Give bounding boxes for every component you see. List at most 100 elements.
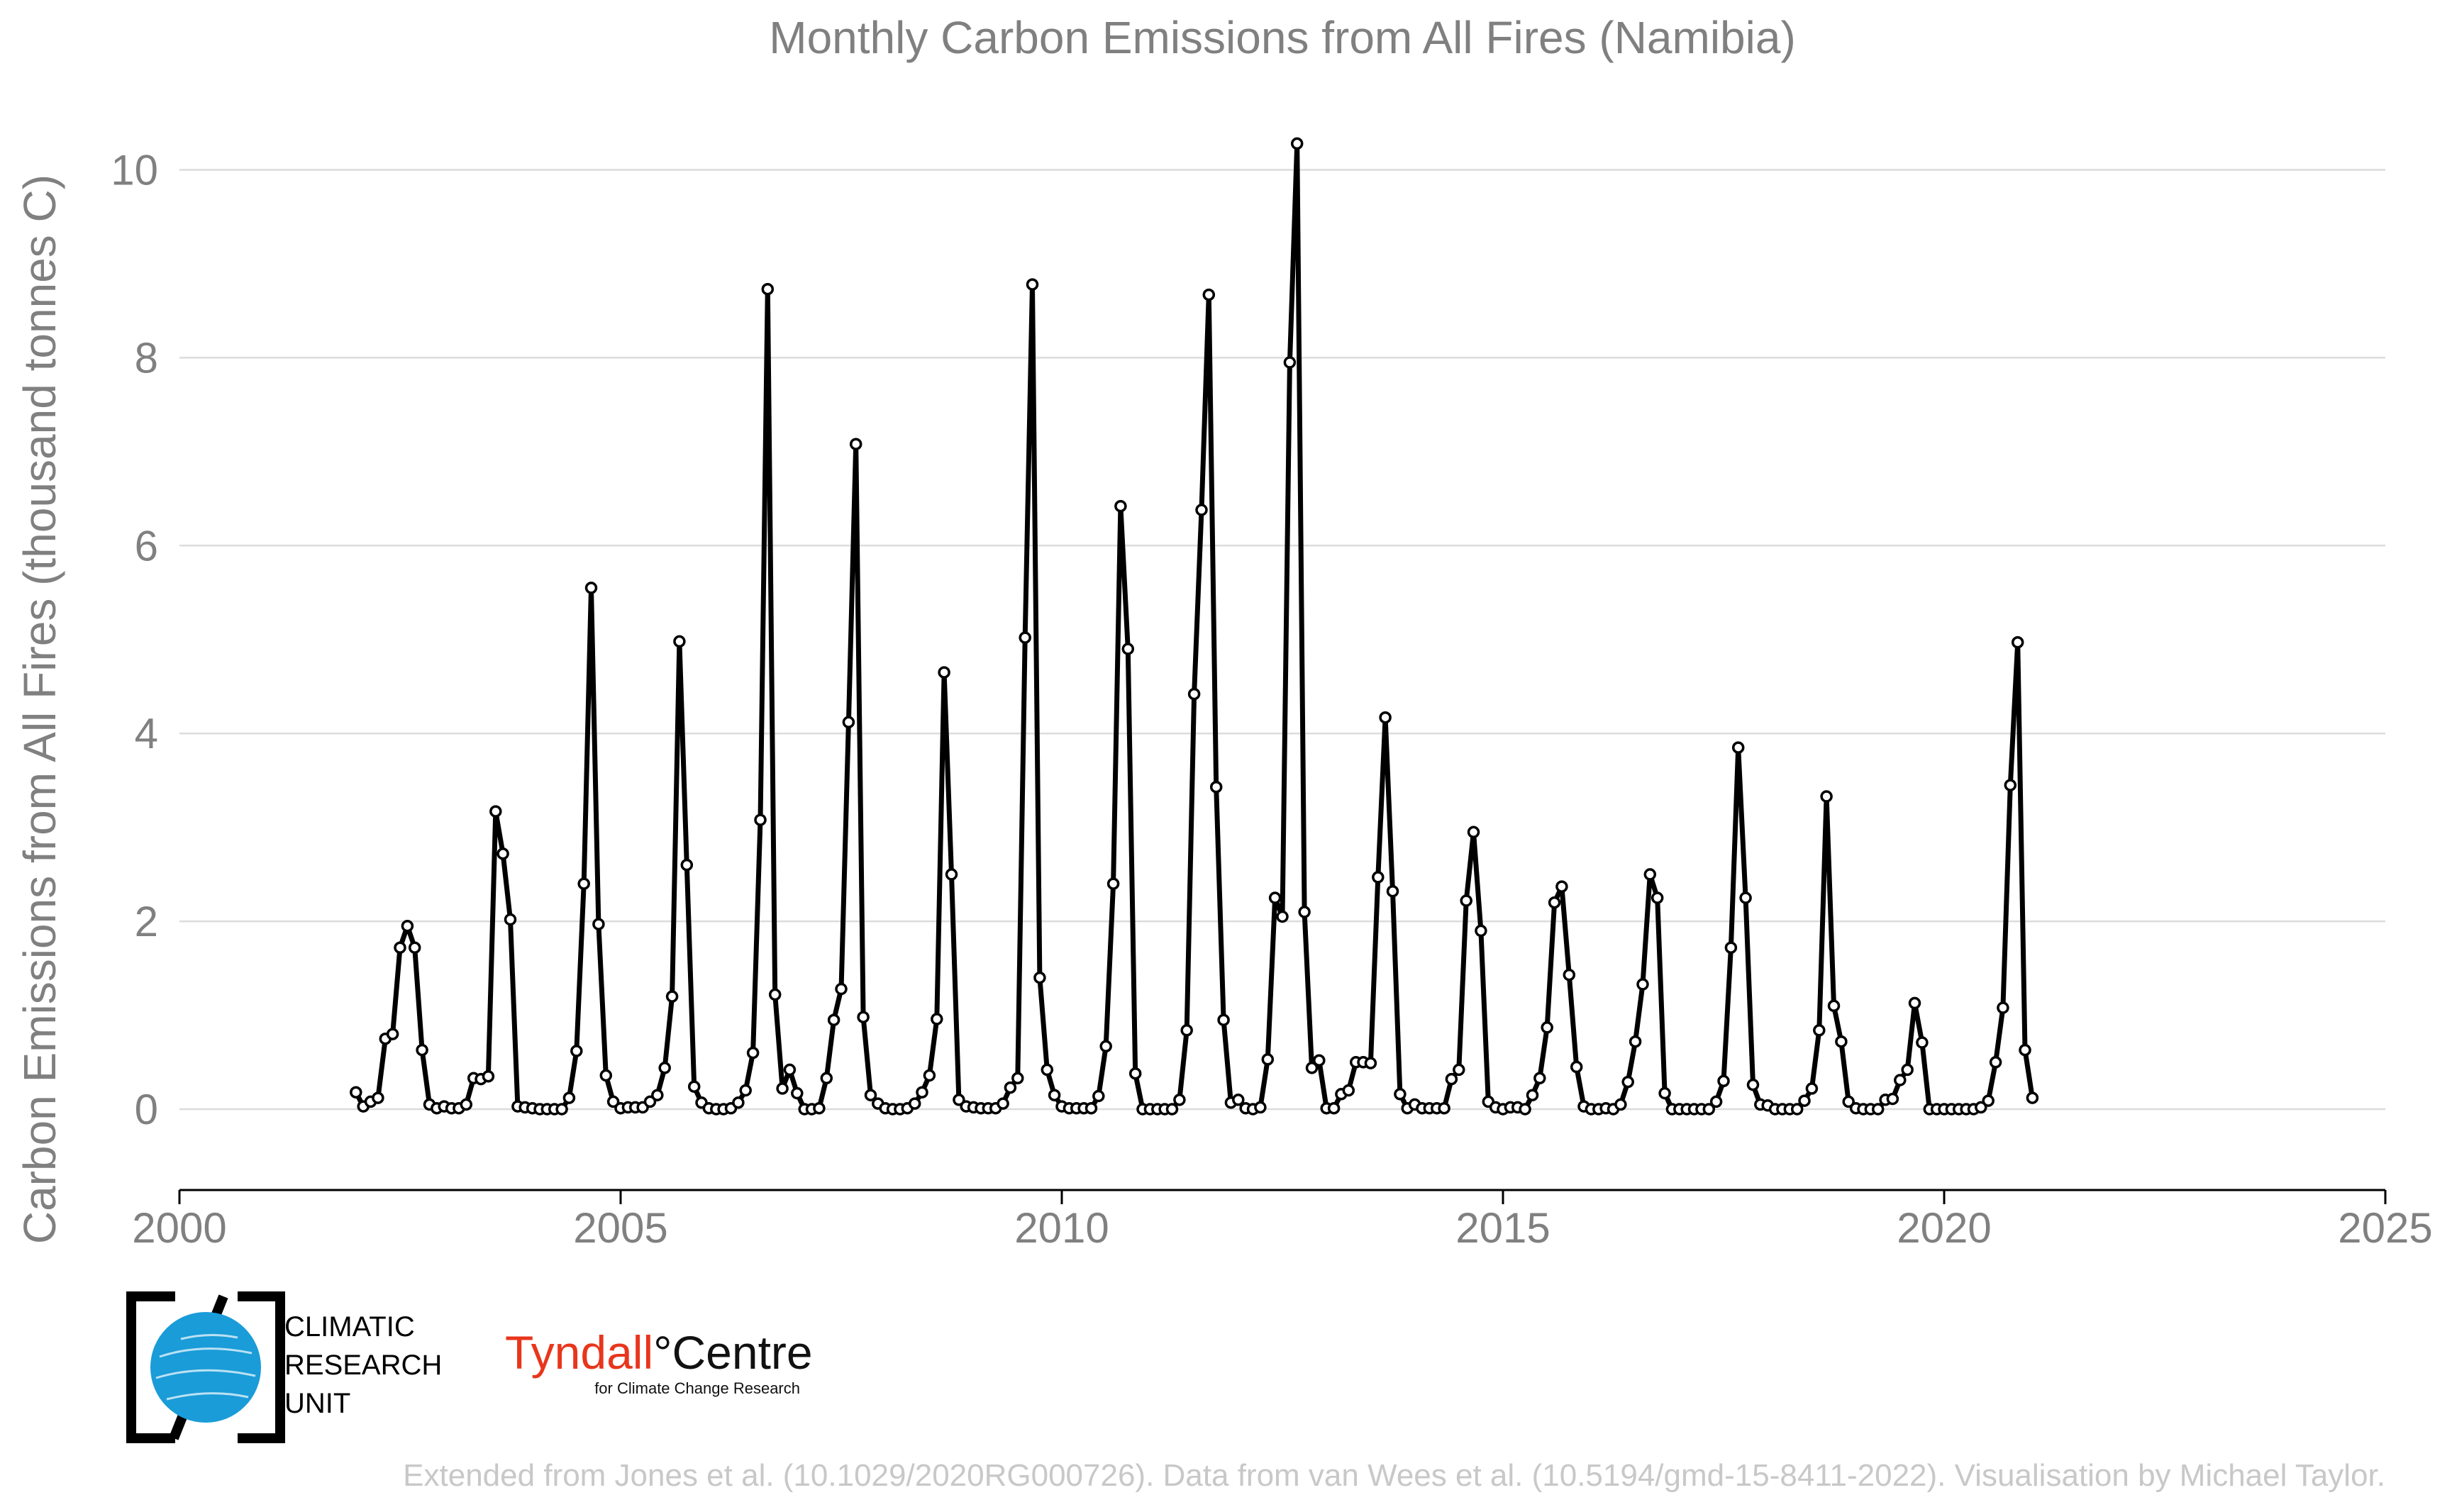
data-point <box>1908 996 1921 1010</box>
data-point <box>1555 880 1568 893</box>
data-point <box>2004 779 2017 791</box>
data-point <box>1533 1072 1546 1085</box>
globe-icon <box>150 1312 261 1423</box>
data-point <box>1842 1095 1855 1108</box>
data-point <box>1364 1057 1377 1069</box>
data-point <box>482 1069 495 1083</box>
data-point <box>651 1089 664 1101</box>
data-point <box>584 582 598 594</box>
data-point <box>1702 1103 1716 1116</box>
data-point <box>1629 1035 1642 1048</box>
data-point <box>1180 1024 1193 1037</box>
data-point <box>1217 1013 1230 1026</box>
data-point <box>350 1086 362 1099</box>
data-point <box>1099 1040 1112 1053</box>
data-point <box>408 941 421 954</box>
data-point <box>386 1028 399 1040</box>
data-point <box>1290 137 1304 150</box>
data-point <box>1975 1101 1987 1114</box>
data-point <box>827 1013 841 1026</box>
data-point <box>687 1080 701 1093</box>
data-point <box>394 941 406 954</box>
data-point <box>1438 1101 1450 1115</box>
x-ticks: 2000 2005 2010 2015 2020 2025 <box>132 1190 2433 1252</box>
cru-line1: CLIMATIC <box>284 1311 415 1343</box>
data-point <box>1011 1072 1024 1085</box>
cru-logo: CLIMATIC RESEARCH UNIT <box>126 1291 442 1443</box>
data-point <box>1982 1094 1995 1107</box>
x-tick-label: 2000 <box>132 1204 226 1252</box>
data-point <box>908 1097 921 1110</box>
data-point <box>849 438 862 450</box>
data-point <box>1621 1075 1634 1089</box>
data-point <box>1195 504 1208 516</box>
data-point <box>1709 1095 1723 1108</box>
y-tick-label: 4 <box>135 710 158 757</box>
data-point <box>1871 1103 1885 1116</box>
data-point <box>1916 1036 1929 1049</box>
data-point <box>1121 643 1135 655</box>
data-point <box>1739 891 1752 904</box>
data-point <box>665 990 679 1003</box>
data-point <box>1724 941 1738 954</box>
data-point <box>820 1072 833 1085</box>
data-point <box>1128 1067 1142 1080</box>
data-point <box>2011 635 2024 649</box>
data-point <box>1445 1072 1458 1086</box>
data-point <box>496 847 509 860</box>
data-point <box>680 858 694 872</box>
x-tick-label: 2025 <box>2338 1204 2432 1252</box>
x-tick-label: 2015 <box>1455 1204 1550 1252</box>
data-point <box>1084 1101 1098 1115</box>
data-point <box>1475 924 1487 938</box>
series-points <box>350 137 2039 1116</box>
data-point <box>923 1069 936 1082</box>
data-point <box>791 1086 804 1100</box>
y-tick-label: 10 <box>111 146 158 194</box>
data-point <box>1327 1101 1341 1115</box>
data-point <box>416 1043 428 1057</box>
data-point <box>1636 978 1649 991</box>
data-point <box>1026 278 1039 291</box>
data-point <box>739 1084 752 1097</box>
data-point <box>768 988 782 1001</box>
data-point <box>945 868 958 881</box>
y-tick-label: 2 <box>135 898 158 945</box>
data-point <box>1232 1094 1245 1106</box>
data-point <box>1460 894 1472 907</box>
data-point <box>1165 1103 1179 1116</box>
data-point <box>1268 891 1282 904</box>
data-point <box>1820 790 1833 803</box>
x-tick-label: 2005 <box>573 1204 667 1252</box>
data-point <box>372 1091 384 1104</box>
data-point <box>813 1101 826 1115</box>
tyndall-centre: °Centre <box>653 1326 813 1379</box>
data-point <box>1092 1089 1105 1103</box>
x-tick-label: 2020 <box>1897 1204 1991 1252</box>
data-point <box>562 1091 576 1104</box>
data-point <box>1209 780 1223 794</box>
data-point <box>1106 877 1120 890</box>
data-point <box>931 1013 943 1025</box>
data-point <box>1386 884 1399 898</box>
data-point <box>606 1095 620 1108</box>
data-point <box>1187 687 1201 701</box>
cru-line3: UNIT <box>284 1388 350 1419</box>
data-point <box>1813 1024 1826 1037</box>
data-point <box>1894 1074 1907 1086</box>
data-point <box>1202 288 1216 301</box>
data-point <box>1886 1092 1899 1106</box>
x-tick-label: 2010 <box>1014 1204 1109 1252</box>
tyndall-subtitle: for Climate Change Research <box>594 1379 800 1397</box>
data-point <box>555 1103 568 1116</box>
data-point <box>1519 1103 1531 1116</box>
data-point <box>776 1082 789 1095</box>
tyndall-logo: Tyndall°Centre for Climate Change Resear… <box>505 1326 813 1397</box>
data-point <box>1570 1060 1583 1074</box>
credit-text: Extended from Jones et al. (10.1029/2020… <box>403 1458 2385 1493</box>
data-point <box>953 1094 965 1106</box>
data-point <box>1261 1053 1275 1066</box>
data-point <box>1033 971 1046 984</box>
data-point <box>1614 1098 1627 1111</box>
